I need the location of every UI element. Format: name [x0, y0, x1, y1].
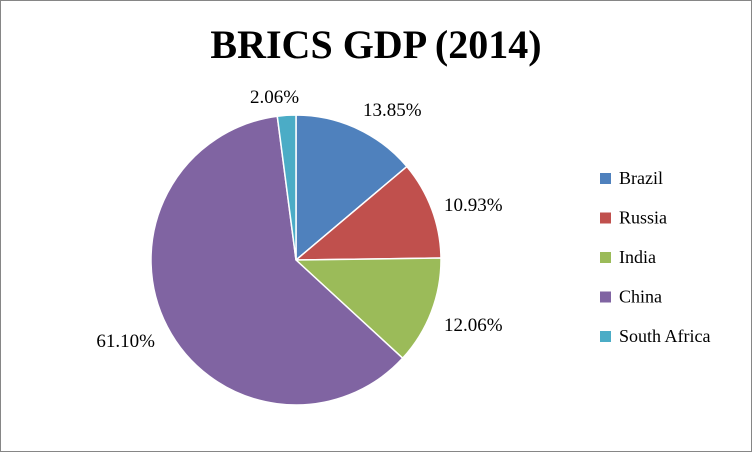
legend: Brazil Russia India China South Africa	[600, 168, 711, 346]
data-label-russia: 10.93%	[444, 195, 503, 216]
pie-slice-brazil	[295, 114, 408, 262]
data-label-brazil: 13.85%	[363, 100, 422, 121]
data-label-south-africa: 2.06%	[250, 87, 299, 108]
legend-label-china: China	[619, 287, 662, 307]
data-label-india: 12.06%	[444, 315, 503, 336]
legend-label-india: India	[619, 247, 656, 267]
pie-slice-china	[150, 115, 404, 406]
legend-swatch-china	[600, 291, 611, 303]
pie-slice-india	[294, 257, 442, 360]
legend-label-south-africa: South Africa	[619, 326, 711, 346]
pie-slice-south-africa	[276, 114, 297, 261]
data-label-china: 61.10%	[96, 331, 155, 352]
pie-slices	[150, 114, 442, 406]
legend-label-brazil: Brazil	[619, 168, 663, 188]
pie-slice-russia	[293, 165, 442, 261]
legend-swatch-india	[600, 252, 611, 263]
legend-swatch-russia	[600, 212, 611, 224]
legend-label-russia: Russia	[619, 208, 667, 228]
data-labels: 13.85% 10.93% 12.06% 61.10% 2.06%	[96, 87, 502, 352]
legend-swatch-brazil	[600, 173, 611, 184]
chart-title: BRICS GDP (2014)	[210, 22, 541, 67]
legend-swatch-south-africa	[600, 331, 611, 342]
